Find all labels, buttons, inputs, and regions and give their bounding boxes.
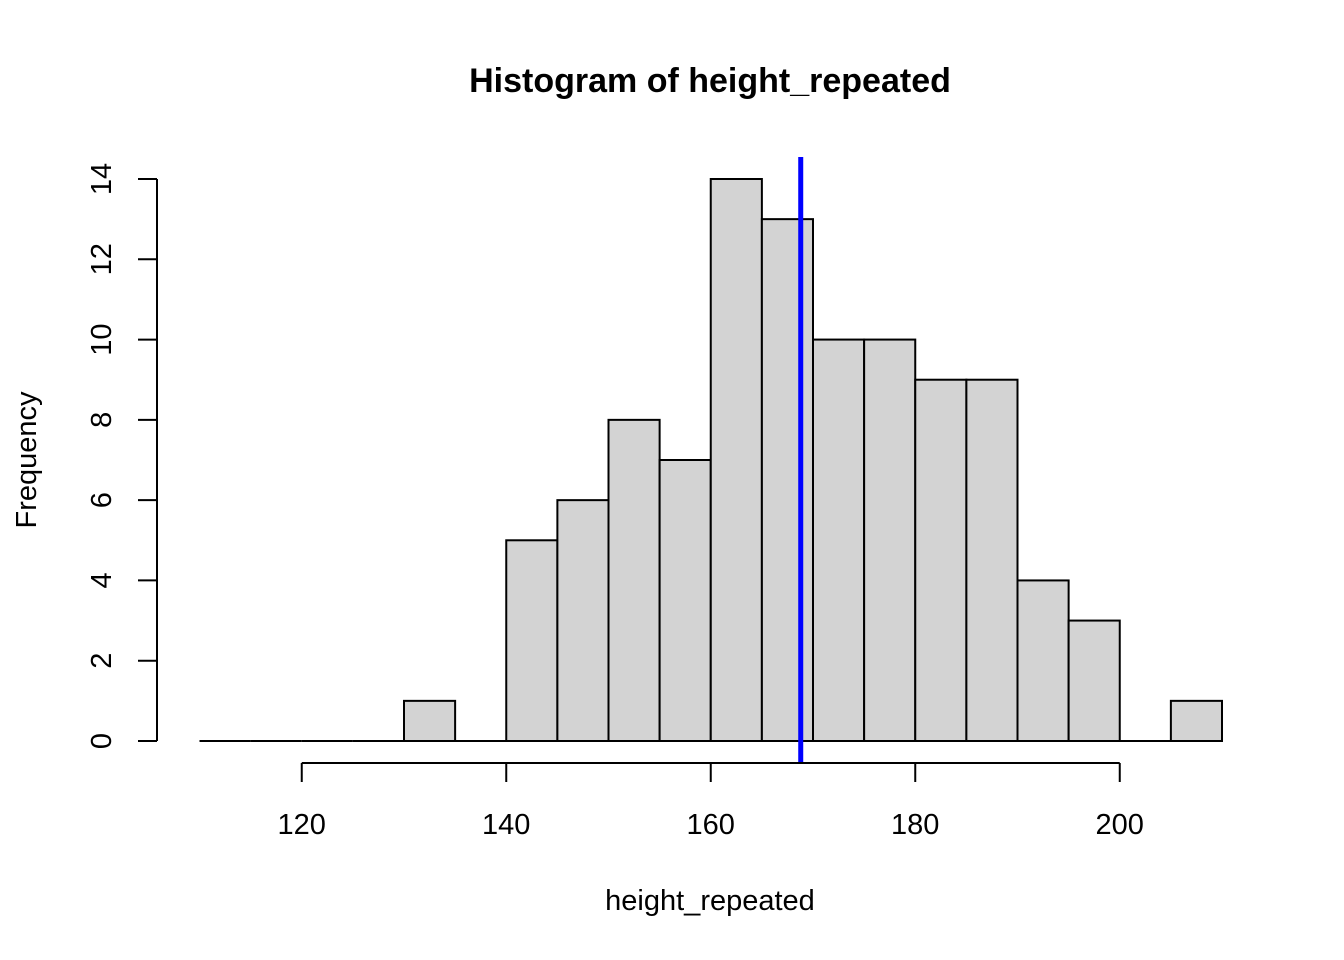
histogram-bar	[760, 218, 814, 742]
x-axis: 120 140 160 180 200	[278, 762, 1144, 841]
histogram-bar	[965, 378, 1019, 742]
x-tick-label: 160	[687, 809, 735, 841]
x-tick-label: 200	[1096, 809, 1144, 841]
histogram-bar	[403, 699, 457, 742]
y-tick-label: 10	[86, 323, 118, 355]
y-axis-label: Frequency	[11, 391, 43, 529]
y-tick-label: 2	[86, 653, 118, 669]
histogram-bar	[1016, 579, 1070, 743]
histogram-bar	[1067, 619, 1121, 742]
x-tick-label: 180	[891, 809, 939, 841]
histogram-bar	[505, 539, 559, 742]
histogram-bar	[709, 178, 763, 742]
histogram-bar	[1169, 699, 1223, 742]
histogram-bar	[658, 459, 712, 742]
y-tick-label: 8	[86, 412, 118, 428]
y-tick-label: 0	[86, 733, 118, 749]
y-tick-label: 12	[86, 243, 118, 275]
y-axis: 0 2 4 6 8 10 12 14	[86, 163, 158, 749]
y-tick-label: 6	[86, 492, 118, 508]
histogram-bar	[607, 418, 661, 742]
x-tick-label: 140	[482, 809, 530, 841]
histogram-bar	[863, 338, 917, 742]
histogram-bar	[914, 378, 968, 742]
x-tick-label: 120	[278, 809, 326, 841]
histogram-bar	[812, 338, 866, 742]
histogram-bar	[556, 499, 610, 742]
y-tick-label: 14	[86, 163, 118, 195]
y-tick-label: 4	[86, 572, 118, 588]
bars-layer	[199, 178, 1223, 743]
chart-title: Histogram of height_repeated	[469, 62, 951, 100]
x-axis-label: height_repeated	[605, 885, 815, 917]
